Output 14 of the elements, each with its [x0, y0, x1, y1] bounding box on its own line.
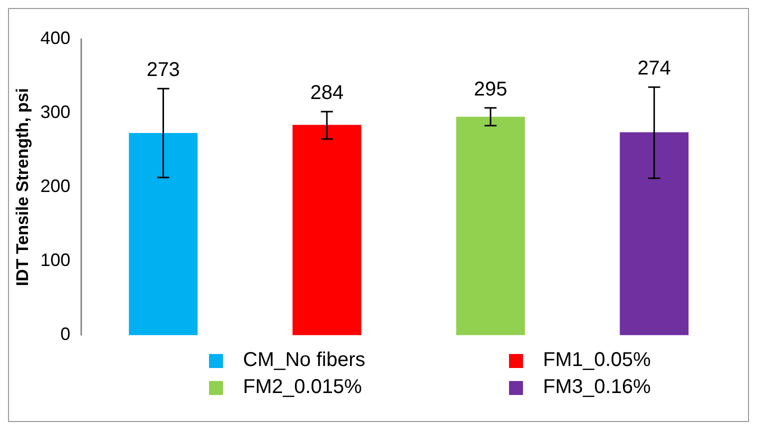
data-label: 273: [146, 59, 180, 82]
y-tick-label: 100: [40, 250, 70, 270]
legend-label: FM3_0.16%: [543, 376, 651, 399]
y-tick-label: 300: [40, 102, 70, 122]
y-axis-title: IDT Tensile Strength, psi: [12, 88, 32, 286]
data-label: 284: [310, 82, 344, 104]
legend-label: FM1_0.05%: [543, 349, 651, 372]
y-tick-label: 0: [60, 324, 70, 344]
y-tick-label: 400: [40, 28, 70, 48]
data-label: 274: [637, 58, 671, 80]
legend-label: FM2_0.015%: [243, 376, 362, 399]
legend-label: CM_No fibers: [243, 349, 366, 372]
data-label: 295: [474, 78, 508, 100]
y-tick-label: 200: [40, 176, 70, 196]
